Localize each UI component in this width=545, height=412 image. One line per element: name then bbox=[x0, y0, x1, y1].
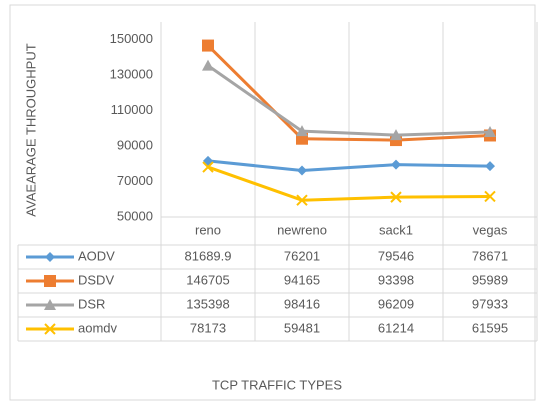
point bbox=[297, 165, 307, 176]
y-tick-label: 130000 bbox=[110, 67, 153, 82]
x-tick-label: vegas bbox=[473, 222, 508, 237]
table-cell: 81689.9 bbox=[185, 248, 232, 263]
table-cell: 94165 bbox=[284, 272, 320, 287]
point bbox=[296, 125, 308, 137]
legend-marker bbox=[44, 299, 56, 310]
table-cell: 93398 bbox=[378, 272, 414, 287]
point bbox=[485, 161, 495, 172]
x-tick-label: newreno bbox=[277, 222, 327, 237]
point bbox=[484, 126, 496, 138]
table-cell: 96209 bbox=[378, 296, 414, 311]
x-tick-label: sack1 bbox=[379, 222, 413, 237]
legend-label: aomdv bbox=[78, 320, 118, 335]
point bbox=[202, 39, 214, 52]
y-tick-label: 50000 bbox=[117, 208, 153, 223]
table-cell: 98416 bbox=[284, 296, 320, 311]
legend-label: AODV bbox=[78, 248, 115, 263]
table-cell: 61595 bbox=[472, 320, 508, 335]
series-line bbox=[207, 64, 491, 137]
legend-label: DSR bbox=[78, 296, 105, 311]
y-tick-label: 70000 bbox=[117, 173, 153, 188]
legend-marker bbox=[44, 323, 56, 335]
series-line bbox=[207, 165, 491, 202]
table-cell: 59481 bbox=[284, 320, 320, 335]
legend-marker bbox=[45, 252, 55, 262]
table-cell: 135398 bbox=[186, 296, 229, 311]
table-cell: 61214 bbox=[378, 320, 414, 335]
point bbox=[202, 161, 214, 173]
series-line bbox=[206, 44, 491, 142]
y-tick-label: 150000 bbox=[110, 31, 153, 46]
table-cell: 95989 bbox=[472, 272, 508, 287]
chart-border bbox=[9, 4, 536, 401]
point bbox=[296, 194, 308, 206]
y-tick-label: 110000 bbox=[111, 102, 153, 117]
y-tick-label: 90000 bbox=[117, 138, 153, 153]
point bbox=[202, 59, 214, 71]
series-line bbox=[207, 159, 491, 173]
point bbox=[484, 190, 496, 203]
table-cell: 79546 bbox=[378, 248, 414, 263]
table-cell: 97933 bbox=[472, 296, 508, 311]
table-cell: 146705 bbox=[186, 272, 229, 287]
y-axis-title: AVAEARAGE THROUGHPUT bbox=[23, 43, 38, 216]
table-cell: 78671 bbox=[472, 248, 508, 263]
point bbox=[390, 129, 402, 141]
table-cell: 78173 bbox=[190, 320, 226, 335]
x-tick-label: reno bbox=[195, 222, 221, 237]
point bbox=[390, 191, 402, 203]
legend-label: DSDV bbox=[78, 272, 114, 287]
point bbox=[391, 159, 401, 170]
legend-marker bbox=[44, 275, 56, 287]
table-cell: 76201 bbox=[284, 248, 320, 263]
x-axis-title: TCP TRAFFIC TYPES bbox=[212, 377, 342, 392]
